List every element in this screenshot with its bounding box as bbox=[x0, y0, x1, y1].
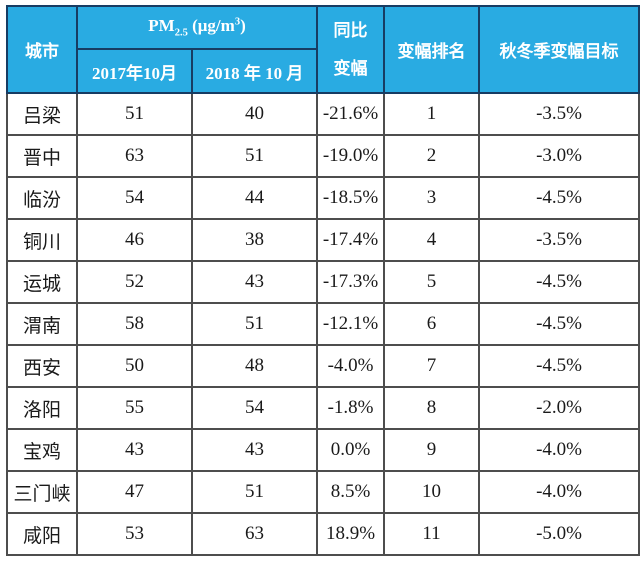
header-yoy-change: 同比 变幅 bbox=[316, 5, 386, 94]
yoy-cell: -17.4% bbox=[316, 218, 386, 262]
yoy-cell: -1.8% bbox=[316, 386, 386, 430]
pm25-label-suffix: ) bbox=[240, 16, 246, 36]
city-cell: 铜川 bbox=[6, 218, 78, 262]
table-row: 渭南 58 51 -12.1% 6 -4.5% bbox=[6, 302, 640, 346]
table-row: 铜川 46 38 -17.4% 4 -3.5% bbox=[6, 218, 640, 262]
pm2018-cell: 44 bbox=[190, 176, 319, 220]
city-cell: 运城 bbox=[6, 260, 78, 304]
pm2017-cell: 51 bbox=[76, 92, 193, 136]
header-yoy-line1: 同比 bbox=[333, 20, 368, 40]
target-cell: -4.5% bbox=[478, 176, 640, 220]
table-row: 吕梁 51 40 -21.6% 1 -3.5% bbox=[6, 92, 640, 136]
pm25-label-unit: (μg/m bbox=[187, 16, 235, 36]
pm2018-cell: 63 bbox=[190, 512, 319, 556]
pm2017-cell: 53 bbox=[76, 512, 193, 556]
header-city: 城市 bbox=[6, 5, 78, 94]
pm2018-cell: 43 bbox=[190, 428, 319, 472]
target-cell: -3.5% bbox=[478, 218, 640, 262]
city-cell: 临汾 bbox=[6, 176, 78, 220]
pm2017-cell: 58 bbox=[76, 302, 193, 346]
header-autumn-winter-target: 秋冬季变幅目标 bbox=[478, 5, 640, 94]
target-cell: -3.5% bbox=[478, 92, 640, 136]
rank-cell: 11 bbox=[383, 512, 481, 556]
rank-cell: 5 bbox=[383, 260, 481, 304]
pm25-comparison-table: 城市 PM2.5 (μg/m3) 同比 变幅 变幅排名 秋冬季变幅目标 2017… bbox=[6, 5, 640, 556]
pm25-label-subscript: 2.5 bbox=[174, 27, 188, 39]
table-row: 运城 52 43 -17.3% 5 -4.5% bbox=[6, 260, 640, 304]
pm25-label-superscript: 3 bbox=[234, 16, 241, 28]
table-row: 三门峡 47 51 8.5% 10 -4.0% bbox=[6, 470, 640, 514]
rank-cell: 4 bbox=[383, 218, 481, 262]
header-oct-2018: 2018 年 10 月 bbox=[190, 48, 319, 94]
pm2017-cell: 63 bbox=[76, 134, 193, 178]
pm25-label-prefix: PM bbox=[148, 16, 175, 36]
rank-cell: 1 bbox=[383, 92, 481, 136]
yoy-cell: 0.0% bbox=[316, 428, 386, 472]
yoy-cell: -4.0% bbox=[316, 344, 386, 388]
table-row: 临汾 54 44 -18.5% 3 -4.5% bbox=[6, 176, 640, 220]
target-cell: -2.0% bbox=[478, 386, 640, 430]
target-cell: -4.5% bbox=[478, 260, 640, 304]
pm2018-cell: 48 bbox=[190, 344, 319, 388]
target-cell: -4.5% bbox=[478, 302, 640, 346]
yoy-cell: 8.5% bbox=[316, 470, 386, 514]
city-cell: 吕梁 bbox=[6, 92, 78, 136]
rank-cell: 7 bbox=[383, 344, 481, 388]
yoy-cell: -21.6% bbox=[316, 92, 386, 136]
rank-cell: 10 bbox=[383, 470, 481, 514]
header-pm25-group: PM2.5 (μg/m3) bbox=[75, 5, 319, 50]
table-body: 吕梁 51 40 -21.6% 1 -3.5% 晋中 63 51 -19.0% 2 -3.0% 临汾 54… bbox=[6, 92, 640, 556]
pm2018-cell: 51 bbox=[190, 134, 319, 178]
target-cell: -4.0% bbox=[478, 428, 640, 472]
table-row: 晋中 63 51 -19.0% 2 -3.0% bbox=[6, 134, 640, 178]
city-cell: 三门峡 bbox=[6, 470, 78, 514]
yoy-cell: -19.0% bbox=[316, 134, 386, 178]
city-cell: 渭南 bbox=[6, 302, 78, 346]
header-oct-2017: 2017年10月 bbox=[76, 48, 193, 94]
city-cell: 晋中 bbox=[6, 134, 78, 178]
pm2017-cell: 54 bbox=[76, 176, 193, 220]
rank-cell: 3 bbox=[383, 176, 481, 220]
pm2018-cell: 51 bbox=[190, 302, 319, 346]
table-row: 宝鸡 43 43 0.0% 9 -4.0% bbox=[6, 428, 640, 472]
city-cell: 洛阳 bbox=[6, 386, 78, 430]
city-cell: 咸阳 bbox=[6, 512, 78, 556]
rank-cell: 6 bbox=[383, 302, 481, 346]
target-cell: -4.5% bbox=[478, 344, 640, 388]
table-header: 城市 PM2.5 (μg/m3) 同比 变幅 变幅排名 秋冬季变幅目标 2017… bbox=[6, 5, 640, 94]
pm2018-cell: 54 bbox=[190, 386, 319, 430]
pm2017-cell: 47 bbox=[76, 470, 193, 514]
pm2018-cell: 43 bbox=[190, 260, 319, 304]
rank-cell: 8 bbox=[383, 386, 481, 430]
pm2017-cell: 46 bbox=[76, 218, 193, 262]
target-cell: -5.0% bbox=[478, 512, 640, 556]
table-row: 洛阳 55 54 -1.8% 8 -2.0% bbox=[6, 386, 640, 430]
city-cell: 西安 bbox=[6, 344, 78, 388]
pm2018-cell: 38 bbox=[190, 218, 319, 262]
target-cell: -4.0% bbox=[478, 470, 640, 514]
pm2017-cell: 43 bbox=[76, 428, 193, 472]
pm2018-cell: 51 bbox=[190, 470, 319, 514]
table-row: 西安 50 48 -4.0% 7 -4.5% bbox=[6, 344, 640, 388]
yoy-cell: -18.5% bbox=[316, 176, 386, 220]
pm2018-cell: 40 bbox=[190, 92, 319, 136]
pm2017-cell: 55 bbox=[76, 386, 193, 430]
yoy-cell: 18.9% bbox=[316, 512, 386, 556]
table-row: 咸阳 53 63 18.9% 11 -5.0% bbox=[6, 512, 640, 556]
pm2017-cell: 50 bbox=[76, 344, 193, 388]
rank-cell: 9 bbox=[383, 428, 481, 472]
yoy-cell: -17.3% bbox=[316, 260, 386, 304]
header-change-rank: 变幅排名 bbox=[383, 5, 481, 94]
target-cell: -3.0% bbox=[478, 134, 640, 178]
rank-cell: 2 bbox=[383, 134, 481, 178]
yoy-cell: -12.1% bbox=[316, 302, 386, 346]
header-yoy-line2: 变幅 bbox=[333, 58, 368, 78]
city-cell: 宝鸡 bbox=[6, 428, 78, 472]
pm2017-cell: 52 bbox=[76, 260, 193, 304]
